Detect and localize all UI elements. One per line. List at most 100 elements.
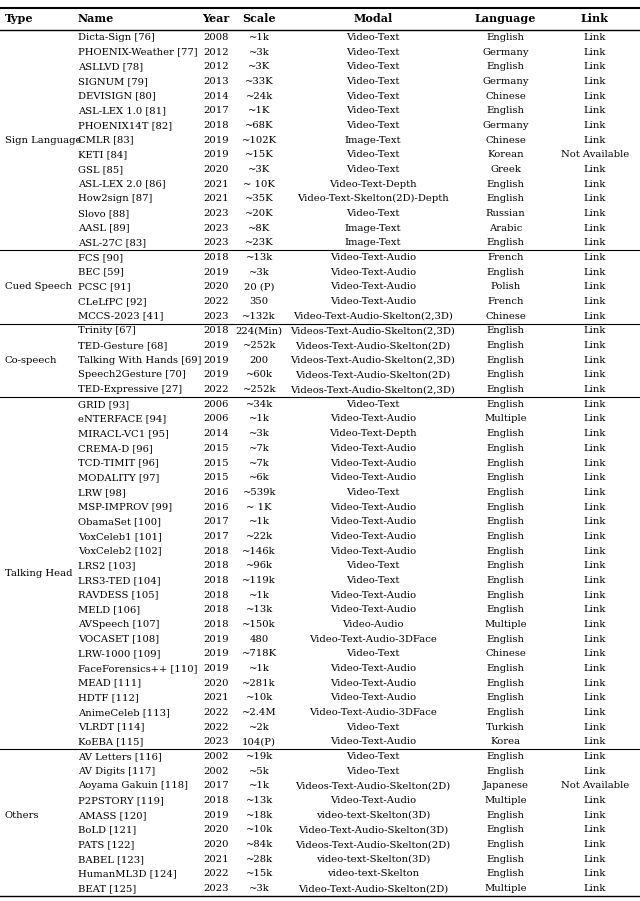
Text: English: English <box>486 370 525 379</box>
Text: BEC [59]: BEC [59] <box>77 268 124 277</box>
Text: ~2.4M: ~2.4M <box>242 708 276 717</box>
Text: ~20K: ~20K <box>245 209 273 218</box>
Text: Video-Text-Audio: Video-Text-Audio <box>330 517 416 526</box>
Text: VOCASET [108]: VOCASET [108] <box>77 634 159 643</box>
Text: ObamaSet [100]: ObamaSet [100] <box>77 517 161 526</box>
Text: English: English <box>486 634 525 643</box>
Text: Link: Link <box>584 664 606 673</box>
Text: Multiple: Multiple <box>484 884 527 893</box>
Text: ~1k: ~1k <box>249 32 269 41</box>
Text: English: English <box>486 429 525 438</box>
Text: ~1k: ~1k <box>249 517 269 526</box>
Text: 2018: 2018 <box>203 605 229 614</box>
Text: 2022: 2022 <box>204 297 228 306</box>
Text: Videos-Text-Audio-Skelton(2,3D): Videos-Text-Audio-Skelton(2,3D) <box>291 385 455 394</box>
Text: 2019: 2019 <box>203 135 229 144</box>
Text: 2022: 2022 <box>204 708 228 717</box>
Text: Video-Text-Audio: Video-Text-Audio <box>330 694 416 703</box>
Text: 2002: 2002 <box>204 767 228 776</box>
Text: ~539k: ~539k <box>243 487 276 496</box>
Text: TED-Expressive [27]: TED-Expressive [27] <box>77 385 182 394</box>
Text: 2016: 2016 <box>204 503 228 512</box>
Text: AnimeCeleb [113]: AnimeCeleb [113] <box>77 708 170 717</box>
Text: Video-Text-Audio: Video-Text-Audio <box>330 796 416 805</box>
Text: 2018: 2018 <box>203 326 229 335</box>
Text: Slovo [88]: Slovo [88] <box>77 209 129 218</box>
Text: PHOENIX14T [82]: PHOENIX14T [82] <box>77 121 172 130</box>
Text: Link: Link <box>584 752 606 761</box>
Text: English: English <box>486 32 525 41</box>
Text: Link: Link <box>584 165 606 174</box>
Text: Video-Text-Audio: Video-Text-Audio <box>330 547 416 556</box>
Text: Speech2Gesture [70]: Speech2Gesture [70] <box>77 370 186 379</box>
Text: ~2k: ~2k <box>249 723 269 732</box>
Text: English: English <box>486 664 525 673</box>
Text: 2019: 2019 <box>203 664 229 673</box>
Text: ~252k: ~252k <box>243 341 276 350</box>
Text: Not Available: Not Available <box>561 150 629 159</box>
Text: English: English <box>486 825 525 834</box>
Text: English: English <box>486 855 525 864</box>
Text: ~10k: ~10k <box>246 694 273 703</box>
Text: ~22k: ~22k <box>246 532 273 541</box>
Text: ~6k: ~6k <box>249 473 269 482</box>
Text: 2020: 2020 <box>204 825 228 834</box>
Text: Link: Link <box>584 444 606 453</box>
Text: 2018: 2018 <box>203 561 229 570</box>
Text: Sign Language: Sign Language <box>4 135 81 144</box>
Text: English: English <box>486 356 525 365</box>
Text: MIRACL-VC1 [95]: MIRACL-VC1 [95] <box>77 429 168 438</box>
Text: English: English <box>486 576 525 585</box>
Text: Link: Link <box>584 547 606 556</box>
Text: Link: Link <box>584 650 606 659</box>
Text: English: English <box>486 547 525 556</box>
Text: Video-Text: Video-Text <box>346 752 399 761</box>
Text: BoLD [121]: BoLD [121] <box>77 825 136 834</box>
Text: Link: Link <box>584 135 606 144</box>
Text: 2012: 2012 <box>203 48 229 57</box>
Text: Link: Link <box>584 634 606 643</box>
Text: Type: Type <box>4 14 33 24</box>
Text: Link: Link <box>584 370 606 379</box>
Text: Link: Link <box>584 561 606 570</box>
Text: Link: Link <box>584 576 606 585</box>
Text: Link: Link <box>584 620 606 629</box>
Text: Video-Text-Audio: Video-Text-Audio <box>330 605 416 614</box>
Text: 2023: 2023 <box>204 737 228 746</box>
Text: ~ 10K: ~ 10K <box>243 179 275 188</box>
Text: 2022: 2022 <box>204 723 228 732</box>
Text: Image-Text: Image-Text <box>344 135 401 144</box>
Text: English: English <box>486 517 525 526</box>
Text: English: English <box>486 487 525 496</box>
Text: Arabic: Arabic <box>489 223 522 232</box>
Text: Video-Text: Video-Text <box>346 121 399 130</box>
Text: Multiple: Multiple <box>484 620 527 629</box>
Text: ~1k: ~1k <box>249 664 269 673</box>
Text: 2018: 2018 <box>203 253 229 262</box>
Text: English: English <box>486 341 525 350</box>
Text: ~3K: ~3K <box>248 165 270 174</box>
Text: ~7k: ~7k <box>249 459 269 468</box>
Text: ~10k: ~10k <box>246 825 273 834</box>
Text: HDTF [112]: HDTF [112] <box>77 694 138 703</box>
Text: GRID [93]: GRID [93] <box>77 400 129 409</box>
Text: Germany: Germany <box>483 121 529 130</box>
Text: English: English <box>486 767 525 776</box>
Text: Link: Link <box>584 92 606 101</box>
Text: French: French <box>487 253 524 262</box>
Text: Japanese: Japanese <box>483 781 529 790</box>
Text: Aoyama Gakuin [118]: Aoyama Gakuin [118] <box>77 781 188 790</box>
Text: 2018: 2018 <box>203 576 229 585</box>
Text: ~24k: ~24k <box>246 92 273 101</box>
Text: Video-Text-Audio-Skelton(3D): Video-Text-Audio-Skelton(3D) <box>298 825 448 834</box>
Text: 2023: 2023 <box>204 884 228 893</box>
Text: 2018: 2018 <box>203 121 229 130</box>
Text: 2019: 2019 <box>203 356 229 365</box>
Text: ~60k: ~60k <box>246 370 273 379</box>
Text: Germany: Germany <box>483 77 529 86</box>
Text: ~1k: ~1k <box>249 414 269 423</box>
Text: Video-Text-Audio: Video-Text-Audio <box>330 473 416 482</box>
Text: ASL-LEX 2.0 [86]: ASL-LEX 2.0 [86] <box>77 179 165 188</box>
Text: Link: Link <box>584 825 606 834</box>
Text: MODALITY [97]: MODALITY [97] <box>77 473 159 482</box>
